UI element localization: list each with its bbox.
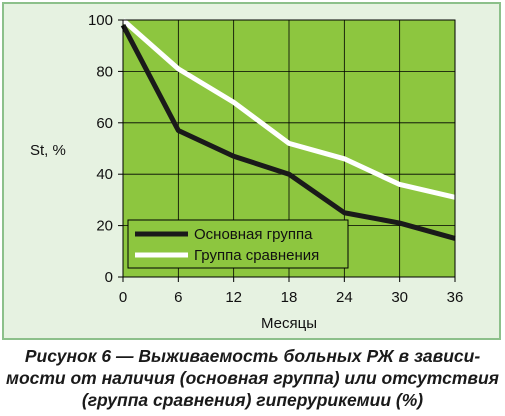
x-tick-label: 6 bbox=[174, 289, 182, 306]
y-tick-label: 60 bbox=[96, 115, 113, 132]
caption-line: мости от наличия (основная группа) или о… bbox=[6, 368, 499, 388]
legend: Основная группа Группа сравнения bbox=[127, 219, 349, 269]
legend-label: Группа сравнения bbox=[194, 247, 319, 264]
y-tick-label: 40 bbox=[96, 166, 113, 183]
legend-label: Основная группа bbox=[194, 226, 313, 243]
y-tick-label: 100 bbox=[88, 12, 113, 29]
y-tick-label: 20 bbox=[96, 218, 113, 235]
legend-box bbox=[127, 219, 349, 269]
caption-line: (группа сравнения) гиперурикемии (%) bbox=[81, 390, 424, 410]
x-tick-label: 0 bbox=[119, 289, 127, 306]
x-tick-label: 30 bbox=[391, 289, 408, 306]
axis-ticks: 0 20 40 60 80 100 0 6 12 18 24 30 36 bbox=[88, 12, 463, 306]
x-axis-label: Месяцы bbox=[261, 315, 317, 332]
caption-line: Рисунок 6 — Выживаемость больных РЖ в за… bbox=[24, 346, 481, 366]
y-tick-label: 0 bbox=[105, 269, 113, 286]
x-tick-label: 18 bbox=[281, 289, 298, 306]
survival-line-chart: 0 20 40 60 80 100 0 6 12 18 24 30 36 St, % Месяцы Ос… bbox=[30, 12, 463, 332]
series-line bbox=[120, 23, 456, 241]
x-tick-label: 24 bbox=[336, 289, 353, 306]
series-lines bbox=[120, 18, 456, 241]
series-line bbox=[121, 18, 456, 200]
x-tick-label: 12 bbox=[225, 289, 242, 306]
y-axis-label: St, % bbox=[30, 142, 66, 159]
y-tick-label: 80 bbox=[96, 63, 113, 80]
x-tick-label: 36 bbox=[447, 289, 464, 306]
figure-caption: Рисунок 6 — Выживаемость больных РЖ в за… bbox=[4, 345, 501, 411]
